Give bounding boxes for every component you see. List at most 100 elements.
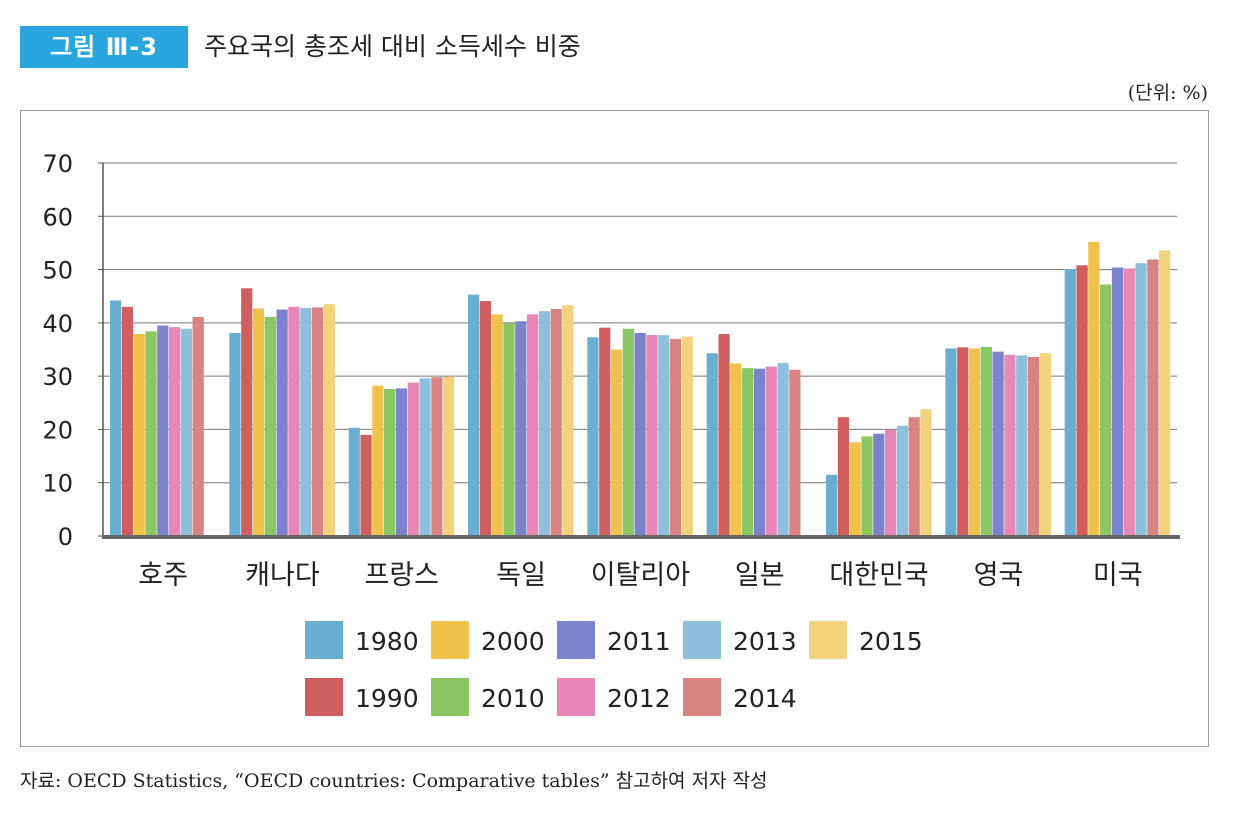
bar	[121, 306, 133, 536]
bar	[491, 314, 503, 536]
bar	[229, 332, 241, 536]
bar	[980, 346, 992, 536]
bar	[849, 442, 861, 536]
y-tick-label: 50	[42, 257, 73, 285]
bar	[192, 316, 204, 536]
bar	[957, 347, 969, 536]
bar	[634, 332, 646, 536]
bar	[622, 328, 634, 536]
legend-label: 2000	[481, 627, 545, 656]
bar	[1039, 353, 1051, 536]
bar	[1111, 267, 1124, 536]
bar	[527, 314, 539, 536]
bar	[1159, 250, 1171, 537]
bar	[1004, 354, 1016, 536]
bar	[681, 336, 693, 536]
legend-swatch	[557, 621, 595, 659]
bar	[384, 388, 396, 536]
bar	[276, 309, 288, 536]
bar	[1088, 241, 1100, 536]
bar	[300, 307, 312, 536]
legend-swatch	[305, 621, 343, 659]
legend-label: 2011	[607, 627, 671, 656]
x-axis: 호주 캐나다 프랑스 독일 이탈리아 일본 대한민국 영국 미국	[102, 535, 1180, 591]
legend-label: 2014	[733, 684, 797, 713]
bar	[706, 353, 718, 536]
figure-label: 그림 Ⅲ-3	[20, 26, 188, 68]
bar	[730, 363, 742, 536]
x-tick-label: 호주	[138, 560, 188, 591]
x-tick-label: 캐나다	[245, 560, 320, 591]
bar	[1100, 284, 1112, 536]
unit-label: (단위: %)	[1127, 82, 1208, 104]
bar	[252, 308, 265, 536]
chart-frame: 0 10 20 30 40 50 60 70 호주 캐나다 프랑스 독일 이탈리아 일본 대한민국 영국 미국…	[20, 110, 1209, 747]
x-tick-label: 프랑스	[365, 560, 440, 591]
bar	[658, 335, 670, 536]
bar	[360, 434, 372, 536]
y-axis: 0 10 20 30 40 50 60 70	[42, 150, 104, 551]
y-tick-label: 20	[42, 416, 73, 444]
bar	[920, 409, 932, 536]
bar	[861, 436, 873, 536]
bar	[753, 368, 766, 536]
x-tick-label: 대한민국	[829, 560, 928, 591]
x-tick-label: 이탈리아	[591, 560, 691, 591]
bar	[443, 376, 455, 536]
figure-title: 주요국의 총조세 대비 소득세수 비중	[204, 32, 581, 61]
bar	[241, 288, 253, 536]
bar	[407, 382, 419, 536]
legend-swatch	[683, 621, 721, 659]
legend-label: 2013	[733, 627, 797, 656]
bar	[968, 348, 981, 536]
bar	[169, 327, 181, 536]
bar	[264, 316, 276, 536]
bar	[157, 325, 169, 536]
bar	[789, 369, 801, 536]
bar	[885, 429, 897, 536]
legend-swatch	[431, 621, 469, 659]
legend-label: 2010	[481, 684, 545, 713]
legend: 1980 2000 2011 2013 2015 1990 2010 2012 2014	[305, 621, 923, 716]
bar	[1064, 269, 1076, 536]
bar	[777, 362, 789, 536]
bar	[503, 323, 515, 536]
bar	[1123, 268, 1135, 536]
bar	[431, 377, 443, 536]
bar	[348, 427, 360, 536]
bars	[110, 241, 1171, 537]
bar	[323, 304, 335, 536]
bar	[133, 334, 145, 536]
bar	[587, 337, 599, 536]
bar	[110, 300, 122, 536]
legend-swatch	[809, 621, 847, 659]
legend-label: 2012	[607, 684, 671, 713]
bar	[646, 335, 658, 536]
x-tick-label: 미국	[1093, 560, 1143, 591]
y-tick-label: 30	[42, 363, 73, 391]
bar	[908, 417, 920, 536]
bar	[945, 348, 957, 536]
bar	[180, 328, 192, 536]
bar	[1016, 355, 1028, 536]
bar	[669, 338, 682, 536]
bar	[1027, 356, 1040, 536]
y-tick-label: 10	[42, 470, 73, 498]
bar-chart: 0 10 20 30 40 50 60 70 호주 캐나다 프랑스 독일 이탈리아 일본 대한민국 영국 미국…	[42, 150, 1180, 716]
y-tick-label: 40	[42, 310, 73, 338]
bar	[873, 433, 885, 536]
legend-label: 2015	[859, 627, 923, 656]
legend-swatch	[557, 678, 595, 716]
bar	[419, 378, 431, 536]
bar	[145, 331, 157, 536]
bar	[610, 349, 623, 536]
y-tick-label: 60	[42, 203, 73, 231]
bar	[562, 305, 574, 536]
bar	[718, 334, 730, 536]
x-axis-line	[102, 535, 1180, 539]
bar	[311, 307, 324, 536]
bar	[538, 311, 550, 536]
x-tick-label: 독일	[496, 560, 546, 591]
x-tick-label: 영국	[974, 560, 1024, 591]
bar	[742, 368, 754, 536]
